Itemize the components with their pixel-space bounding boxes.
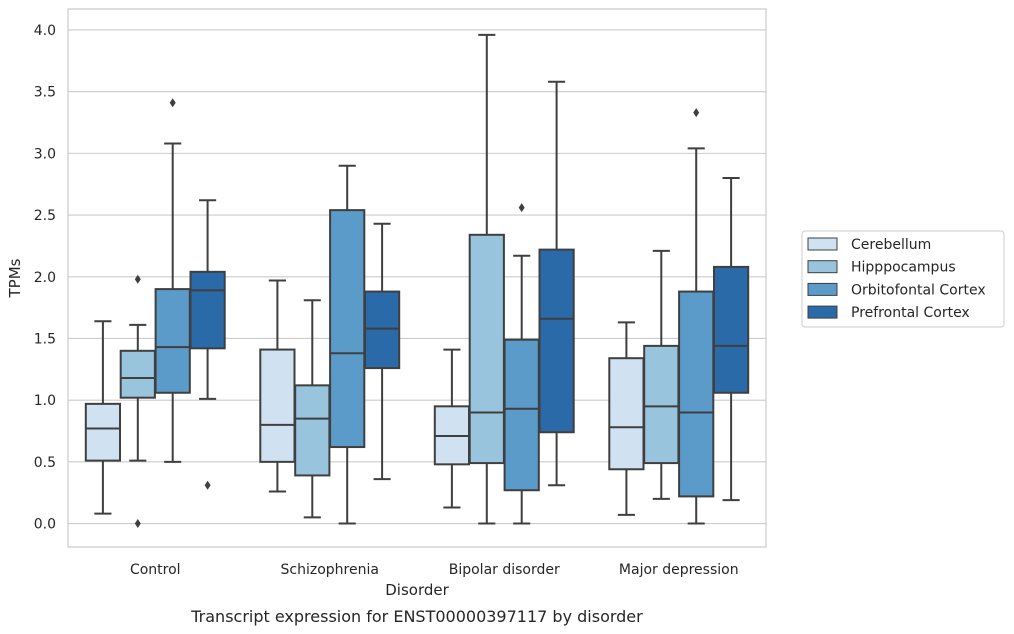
box bbox=[643, 344, 680, 465]
y-axis-ticks: 0.0 0.5 1.0 1.5 2.0 2.5 3.0 3.5 4.0 bbox=[34, 23, 56, 533]
outlier-point bbox=[134, 519, 141, 529]
box bbox=[84, 402, 122, 462]
box bbox=[608, 357, 645, 471]
outlier-point bbox=[518, 203, 525, 213]
chart-caption: Transcript expression for ENST0000039711… bbox=[190, 607, 643, 626]
box bbox=[363, 290, 401, 370]
outlier-point bbox=[693, 108, 700, 118]
x-tick-label: Bipolar disorder bbox=[449, 562, 560, 578]
y-axis-title: TPMs bbox=[6, 258, 24, 298]
x-tick-label: Control bbox=[130, 562, 181, 578]
legend-label: Cerebellum bbox=[851, 237, 931, 253]
legend-swatch bbox=[807, 305, 838, 319]
y-tick-label: 3.5 bbox=[34, 85, 56, 101]
box bbox=[538, 248, 575, 434]
y-tick-label: 1.5 bbox=[34, 331, 56, 347]
legend-frame bbox=[801, 230, 1005, 328]
legend-swatch bbox=[807, 282, 838, 296]
y-tick-label: 2.5 bbox=[34, 208, 56, 224]
y-tick-label: 0.0 bbox=[34, 517, 56, 533]
legend-label: Hipppocampus bbox=[851, 260, 956, 276]
x-axis-title: Disorder bbox=[385, 581, 449, 599]
box bbox=[329, 209, 366, 449]
legend-swatch bbox=[807, 237, 838, 251]
box bbox=[259, 348, 296, 463]
outlier-point bbox=[204, 480, 211, 490]
box bbox=[712, 265, 750, 394]
box bbox=[119, 349, 156, 399]
x-tick-label: Major depression bbox=[619, 562, 739, 578]
outlier-point bbox=[169, 98, 176, 108]
y-tick-label: 3.0 bbox=[34, 146, 56, 162]
legend-label: Prefrontal Cortex bbox=[851, 305, 970, 321]
box-series bbox=[84, 33, 750, 529]
x-tick-label: Schizophrenia bbox=[281, 562, 379, 578]
legend: Cerebellum Hipppocampus Orbitofontal Corte… bbox=[801, 230, 1005, 328]
legend-label: Orbitofontal Cortex bbox=[851, 282, 986, 298]
box bbox=[678, 290, 715, 498]
outlier-point bbox=[134, 274, 141, 284]
box bbox=[294, 384, 331, 477]
box bbox=[468, 233, 505, 465]
box bbox=[189, 270, 226, 350]
y-tick-label: 1.0 bbox=[34, 393, 56, 409]
legend-swatch bbox=[807, 260, 838, 274]
y-tick-label: 2.0 bbox=[34, 270, 56, 286]
box bbox=[503, 338, 540, 492]
y-tick-label: 4.0 bbox=[34, 23, 56, 39]
grid-lines bbox=[68, 29, 766, 525]
y-tick-label: 0.5 bbox=[34, 455, 56, 471]
box bbox=[154, 288, 191, 394]
x-axis-ticks: Control Schizophrenia Bipolar disorder Majo… bbox=[130, 562, 739, 578]
